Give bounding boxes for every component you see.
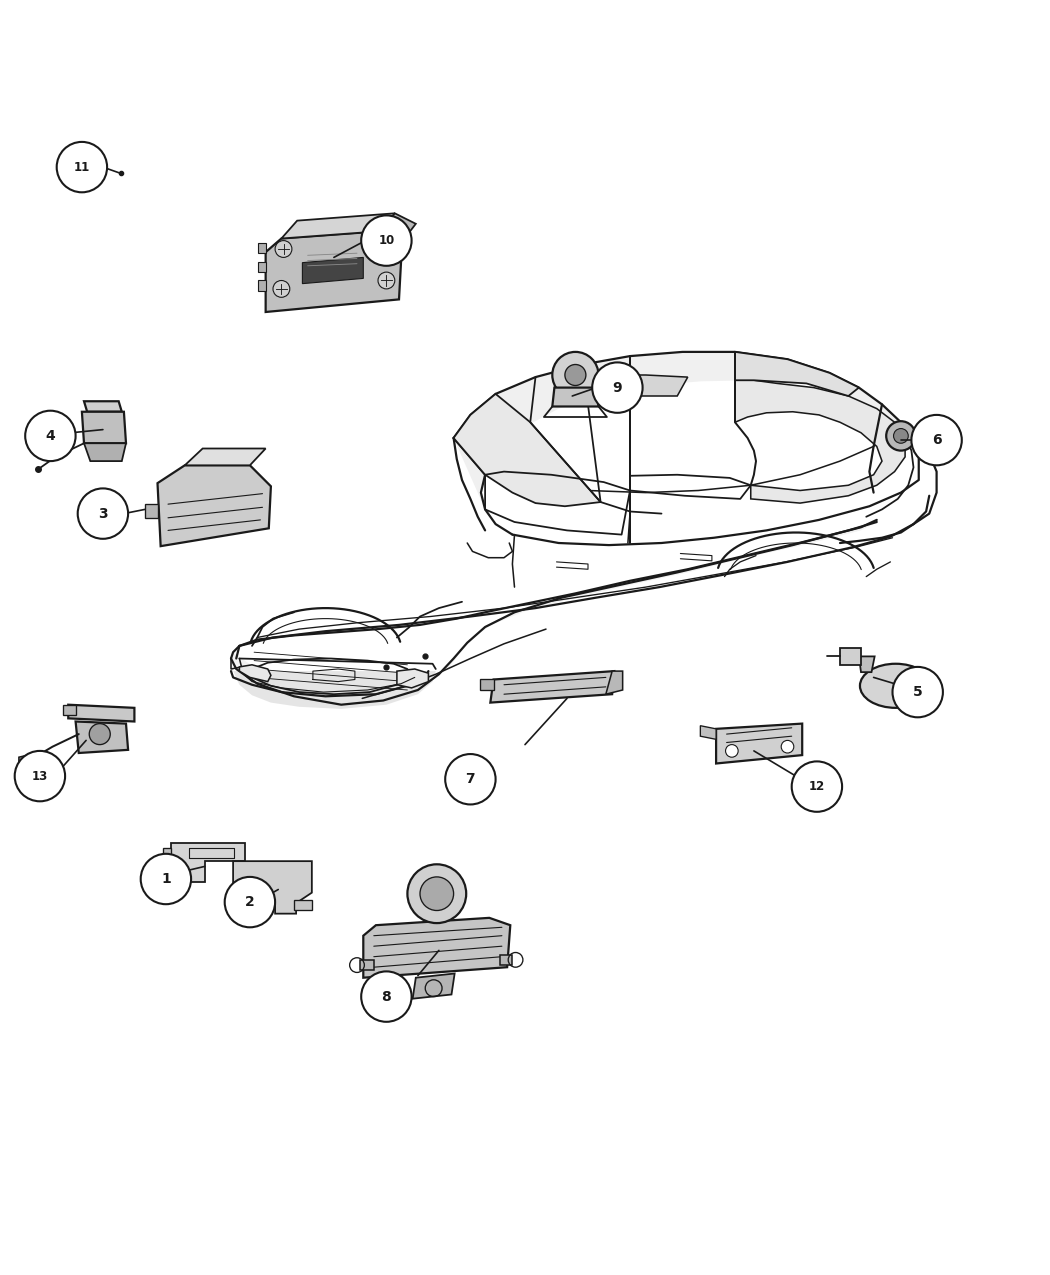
- Circle shape: [15, 751, 65, 801]
- Text: 8: 8: [381, 989, 392, 1003]
- Polygon shape: [231, 658, 436, 709]
- Text: 6: 6: [931, 434, 942, 448]
- Polygon shape: [360, 960, 374, 970]
- Polygon shape: [606, 671, 623, 694]
- Polygon shape: [84, 444, 126, 462]
- Text: 9: 9: [612, 381, 623, 394]
- Polygon shape: [163, 848, 171, 861]
- Circle shape: [225, 877, 275, 927]
- Text: 1: 1: [161, 872, 171, 886]
- Polygon shape: [233, 861, 312, 914]
- Polygon shape: [76, 722, 128, 754]
- Polygon shape: [552, 388, 598, 407]
- Circle shape: [273, 280, 290, 297]
- Circle shape: [378, 272, 395, 289]
- Circle shape: [376, 236, 393, 254]
- Circle shape: [141, 854, 191, 904]
- Polygon shape: [185, 449, 266, 465]
- Polygon shape: [859, 657, 875, 672]
- Circle shape: [911, 414, 962, 465]
- Circle shape: [361, 972, 412, 1021]
- Polygon shape: [500, 955, 512, 965]
- Circle shape: [726, 745, 738, 757]
- Text: 4: 4: [45, 428, 56, 442]
- Polygon shape: [381, 213, 416, 242]
- Circle shape: [565, 365, 586, 385]
- Circle shape: [892, 667, 943, 718]
- Circle shape: [552, 352, 598, 398]
- Circle shape: [894, 428, 908, 444]
- Circle shape: [886, 421, 916, 450]
- Circle shape: [792, 761, 842, 812]
- Polygon shape: [158, 465, 271, 546]
- Polygon shape: [716, 724, 802, 764]
- Polygon shape: [454, 394, 601, 506]
- Polygon shape: [363, 918, 510, 978]
- Polygon shape: [454, 352, 919, 510]
- Text: 12: 12: [808, 780, 825, 793]
- Circle shape: [89, 724, 110, 745]
- Circle shape: [78, 488, 128, 539]
- Polygon shape: [63, 705, 76, 715]
- Polygon shape: [239, 664, 271, 682]
- Circle shape: [420, 877, 454, 910]
- Circle shape: [361, 215, 412, 265]
- Polygon shape: [735, 352, 859, 397]
- Polygon shape: [480, 680, 494, 690]
- Polygon shape: [82, 412, 126, 444]
- Text: 7: 7: [465, 773, 476, 787]
- Text: 3: 3: [98, 506, 108, 520]
- Polygon shape: [397, 669, 428, 688]
- Text: 5: 5: [912, 685, 923, 699]
- Polygon shape: [700, 725, 716, 739]
- Polygon shape: [266, 231, 402, 312]
- Polygon shape: [281, 213, 395, 238]
- Polygon shape: [235, 896, 242, 910]
- Text: 13: 13: [32, 770, 48, 783]
- Polygon shape: [258, 280, 266, 291]
- Polygon shape: [258, 242, 266, 254]
- Text: 11: 11: [74, 161, 90, 173]
- Circle shape: [592, 362, 643, 413]
- Polygon shape: [19, 754, 37, 765]
- Circle shape: [275, 241, 292, 258]
- Circle shape: [445, 754, 496, 805]
- Polygon shape: [258, 261, 266, 272]
- Polygon shape: [556, 375, 688, 397]
- Circle shape: [25, 411, 76, 462]
- Circle shape: [781, 741, 794, 754]
- Polygon shape: [840, 648, 861, 664]
- Text: 2: 2: [245, 895, 255, 909]
- Polygon shape: [84, 402, 122, 412]
- Polygon shape: [229, 352, 937, 713]
- Text: 10: 10: [378, 235, 395, 247]
- Polygon shape: [302, 258, 363, 283]
- Polygon shape: [231, 521, 877, 705]
- Polygon shape: [490, 671, 614, 703]
- Polygon shape: [145, 504, 158, 518]
- Polygon shape: [68, 705, 134, 722]
- Circle shape: [407, 864, 466, 923]
- Ellipse shape: [860, 664, 931, 708]
- Polygon shape: [735, 380, 905, 504]
- Polygon shape: [294, 900, 312, 910]
- Circle shape: [57, 142, 107, 193]
- Polygon shape: [171, 843, 245, 882]
- Polygon shape: [413, 974, 455, 998]
